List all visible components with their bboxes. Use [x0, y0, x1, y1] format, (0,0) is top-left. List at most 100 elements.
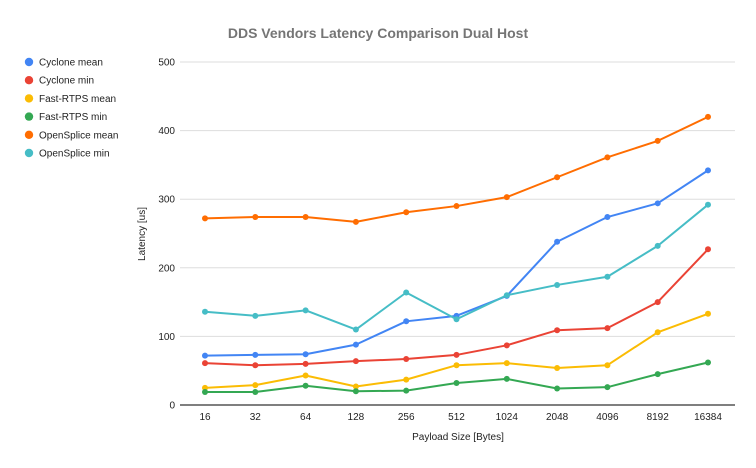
series-line-opensplice-min — [204, 203, 709, 331]
data-point-opensplice-mean — [654, 137, 661, 144]
series-layer — [202, 113, 711, 395]
series-opensplice-mean — [202, 113, 711, 225]
legend-label: Cyclone min — [39, 76, 94, 87]
data-point-opensplice-min — [453, 316, 460, 323]
x-tick-label: 32 — [250, 412, 262, 423]
x-tick-label: 128 — [348, 412, 365, 423]
x-axis-ticks: 16 32 64 128 256 512 1024 2048 4096 8192 16384 — [199, 412, 722, 423]
data-point-opensplice-min — [604, 273, 611, 280]
x-tick-label: 16 — [199, 412, 211, 423]
data-point-cyclone-min — [403, 356, 410, 363]
y-tick-label: 0 — [169, 401, 175, 412]
legend-label: Fast-RTPS mean — [39, 94, 116, 105]
data-point-opensplice-min — [202, 308, 208, 315]
data-point-fast-rtps-mean — [352, 383, 359, 390]
legend-label: Fast-RTPS min — [39, 112, 107, 123]
data-point-cyclone-min — [352, 358, 359, 365]
data-point-opensplice-mean — [503, 194, 510, 201]
data-point-cyclone-mean — [554, 238, 561, 245]
data-point-fast-rtps-mean — [604, 362, 611, 369]
data-point-cyclone-mean — [654, 200, 661, 207]
data-point-fast-rtps-mean — [554, 364, 561, 371]
data-point-opensplice-min — [705, 201, 711, 208]
legend-item-fast-rtps-mean: Fast-RTPS mean — [24, 94, 116, 105]
data-point-cyclone-mean — [302, 351, 309, 358]
data-point-opensplice-min — [554, 281, 561, 288]
data-point-fast-rtps-mean — [252, 382, 259, 389]
y-axis-ticks: 0 100 200 300 400 500 — [158, 58, 175, 412]
y-tick-label: 200 — [158, 263, 175, 274]
data-point-opensplice-min — [403, 289, 410, 296]
data-point-opensplice-mean — [604, 154, 611, 161]
legend-item-opensplice-mean: OpenSplice mean — [24, 130, 119, 141]
y-tick-label: 100 — [158, 332, 175, 343]
x-axis-label: Payload Size [Bytes] — [412, 432, 504, 443]
data-point-fast-rtps-min — [252, 388, 259, 395]
legend-label: Cyclone mean — [39, 58, 103, 69]
data-point-cyclone-min — [554, 327, 561, 334]
data-point-cyclone-mean — [403, 318, 410, 325]
series-fast-rtps-mean — [202, 310, 711, 391]
data-point-cyclone-mean — [252, 351, 259, 358]
data-point-cyclone-min — [453, 351, 460, 358]
legend-label: OpenSplice min — [39, 149, 110, 160]
data-point-fast-rtps-mean — [403, 376, 410, 383]
series-opensplice-min — [202, 201, 711, 333]
data-point-opensplice-mean — [252, 214, 259, 221]
data-point-fast-rtps-min — [503, 375, 510, 382]
legend-swatch — [24, 112, 34, 121]
data-point-cyclone-min — [252, 362, 259, 369]
x-tick-label: 256 — [398, 412, 415, 423]
legend-item-fast-rtps-min: Fast-RTPS min — [24, 112, 107, 123]
data-point-opensplice-min — [654, 242, 661, 249]
data-point-fast-rtps-mean — [705, 310, 711, 317]
data-point-cyclone-min — [202, 360, 208, 367]
data-point-fast-rtps-mean — [503, 360, 510, 367]
x-tick-label: 64 — [300, 412, 312, 423]
x-tick-label: 1024 — [496, 412, 519, 423]
data-point-opensplice-min — [302, 307, 309, 314]
data-point-cyclone-mean — [202, 352, 208, 359]
data-point-cyclone-mean — [352, 341, 359, 348]
data-point-fast-rtps-min — [202, 388, 208, 395]
data-point-opensplice-min — [352, 326, 359, 333]
data-point-cyclone-min — [604, 325, 611, 332]
chart-title: DDS Vendors Latency Comparison Dual Host — [228, 25, 529, 41]
data-point-cyclone-min — [302, 360, 309, 367]
legend-item-cyclone-mean: Cyclone mean — [24, 58, 103, 69]
data-point-opensplice-mean — [302, 214, 309, 221]
legend-label: OpenSplice mean — [39, 130, 119, 141]
data-point-fast-rtps-min — [554, 385, 561, 392]
legend-swatch — [24, 130, 34, 139]
legend-item-opensplice-min: OpenSplice min — [24, 148, 110, 160]
data-point-cyclone-min — [503, 342, 510, 349]
x-tick-label: 8192 — [647, 412, 670, 423]
y-tick-label: 400 — [158, 126, 175, 137]
data-point-opensplice-mean — [554, 174, 561, 181]
data-point-fast-rtps-min — [352, 388, 359, 395]
data-point-opensplice-mean — [453, 203, 460, 210]
series-line-fast-rtps-mean — [204, 312, 709, 389]
data-point-opensplice-mean — [403, 209, 410, 216]
series-line-cyclone-mean — [204, 169, 709, 357]
data-point-fast-rtps-min — [302, 382, 309, 389]
data-point-fast-rtps-min — [705, 359, 711, 366]
data-point-cyclone-mean — [705, 167, 711, 174]
data-point-fast-rtps-mean — [453, 362, 460, 369]
y-axis-label: Latency [us] — [137, 207, 148, 261]
data-point-cyclone-mean — [604, 214, 611, 221]
x-tick-label: 16384 — [694, 412, 722, 423]
series-cyclone-mean — [202, 167, 711, 359]
series-cyclone-min — [202, 246, 711, 369]
legend-item-cyclone-min: Cyclone min — [24, 76, 94, 87]
x-tick-label: 512 — [448, 412, 465, 423]
series-fast-rtps-min — [202, 359, 711, 395]
legend-swatch — [24, 148, 34, 158]
data-point-fast-rtps-min — [604, 384, 611, 391]
y-tick-label: 500 — [158, 58, 175, 69]
data-point-opensplice-min — [252, 312, 259, 319]
legend: Cyclone mean Cyclone min Fast-RTPS mean Fas… — [24, 58, 119, 160]
data-point-cyclone-min — [705, 246, 711, 253]
data-point-opensplice-mean — [352, 218, 359, 225]
